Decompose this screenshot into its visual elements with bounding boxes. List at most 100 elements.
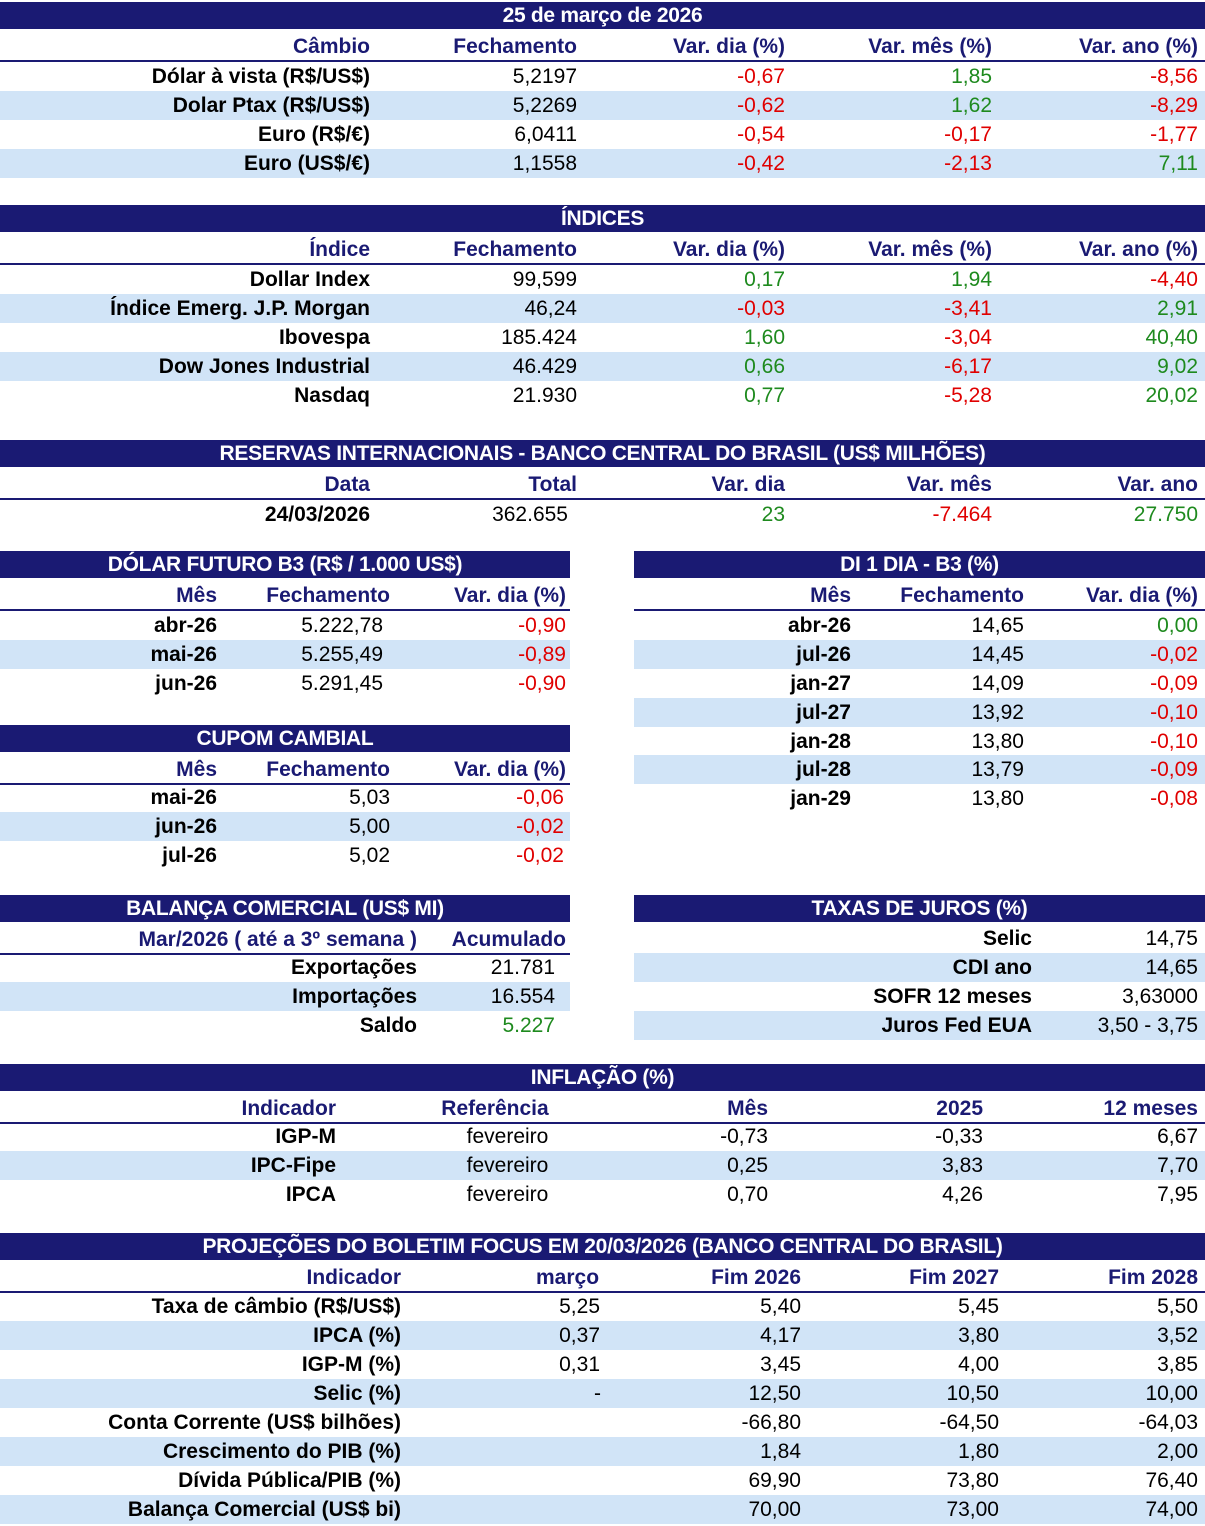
var-dia-value: -0,02	[1150, 643, 1198, 666]
var-mes-value: -3,04	[944, 326, 992, 349]
fechamento-value: 14,65	[971, 614, 1024, 637]
row-label: Taxa de câmbio (R$/US$)	[151, 1295, 401, 1318]
table-row: Dólar à vista (R$/US$) 5,2197 -0,67 1,85…	[0, 62, 1205, 91]
acumulado-value: 21.781	[490, 956, 555, 979]
fim-2028-value: -64,03	[1138, 1411, 1198, 1434]
cupom-title: CUPOM CAMBIAL	[0, 725, 570, 752]
dolar-futuro-section: DÓLAR FUTURO B3 (R$ / 1.000 US$) Mês Fec…	[0, 551, 570, 699]
table-row: IGP-M (%) 0,31 3,45 4,00 3,85	[0, 1350, 1205, 1379]
balanca-header: Mar/2026 ( até a 3º semana ) Acumulado	[0, 924, 570, 955]
mes-value: 0,70	[727, 1183, 768, 1206]
fim-2028-value: 2,00	[1157, 1440, 1198, 1463]
fechamento-value: 5.255,49	[301, 643, 383, 666]
cupom-header-var-dia: Var. dia (%)	[453, 758, 566, 781]
cambio-section: 25 de março de 2026 Câmbio Fechamento Va…	[0, 2, 1205, 178]
var-dia-value: -0,54	[737, 123, 785, 146]
cambio-header: Câmbio Fechamento Var. dia (%) Var. mês …	[0, 31, 1205, 62]
reservas-section: RESERVAS INTERNACIONAIS - BANCO CENTRAL …	[0, 440, 1205, 530]
reservas-total-value: 362.655	[492, 503, 568, 526]
table-row: jun-26 5,00 -0,02	[0, 812, 570, 841]
di-header-var-dia: Var. dia (%)	[1085, 584, 1198, 607]
var-ano-value: -4,40	[1150, 268, 1198, 291]
row-label: Exportações	[290, 956, 417, 979]
row-label: Balança Comercial (US$ bi)	[127, 1498, 401, 1521]
var-ano-value: 40,40	[1145, 326, 1198, 349]
fim-2026-value: 3,45	[760, 1353, 801, 1376]
fechamento-value: 14,09	[971, 672, 1024, 695]
table-row: Euro (R$/€) 6,0411 -0,54 -0,17 -1,77	[0, 120, 1205, 149]
reservas-header-total: Total	[528, 473, 577, 496]
cupom-header-mes: Mês	[176, 758, 217, 781]
fechamento-value: 5.222,78	[301, 614, 383, 637]
fim-2026-value: 70,00	[748, 1498, 801, 1521]
reservas-var-dia-value: 23	[761, 503, 785, 526]
var-dia-value: 0,00	[1157, 614, 1198, 637]
reservas-header-data: Data	[324, 473, 370, 496]
row-label: Dolar Ptax (R$/US$)	[172, 94, 370, 117]
mes-value: jan-29	[790, 787, 851, 810]
var-dia-value: -0,08	[1150, 787, 1198, 810]
dolar-futuro-header-mes: Mês	[176, 584, 217, 607]
var-mes-value: -0,17	[944, 123, 992, 146]
fechamento-value: 46,24	[524, 297, 577, 320]
mes-value: jan-28	[790, 730, 851, 753]
focus-header-fim-2026: Fim 2026	[711, 1266, 801, 1289]
var-mes-value: 1,85	[951, 65, 992, 88]
fim-2027-value: 1,80	[958, 1440, 999, 1463]
row-label: Índice Emerg. J.P. Morgan	[110, 297, 370, 320]
focus-title: PROJEÇÕES DO BOLETIM FOCUS EM 20/03/2026…	[0, 1233, 1205, 1260]
row-label: IGP-M (%)	[301, 1353, 401, 1376]
inflacao-section: INFLAÇÃO (%) Indicador Referência Mês 20…	[0, 1064, 1205, 1212]
doze-meses-value: 7,95	[1157, 1183, 1198, 1206]
referencia-value: fevereiro	[466, 1154, 549, 1177]
table-row: jan-29 13,80 -0,08	[634, 784, 1205, 813]
fechamento-value: 13,79	[971, 758, 1024, 781]
doze-meses-value: 6,67	[1157, 1125, 1198, 1148]
table-row: Balança Comercial (US$ bi) 70,00 73,00 7…	[0, 1495, 1205, 1524]
focus-header-marco: março	[535, 1266, 600, 1289]
fim-2027-value: 73,00	[946, 1498, 999, 1521]
var-dia-value: -0,90	[518, 614, 566, 637]
marco-value: 0,37	[559, 1324, 600, 1347]
table-row: Taxa de câmbio (R$/US$) 5,25 5,40 5,45 5…	[0, 1292, 1205, 1321]
table-row: CDI ano 14,65	[634, 953, 1205, 982]
var-dia-value: -0,09	[1150, 672, 1198, 695]
var-ano-value: 7,11	[1158, 152, 1198, 175]
fechamento-value: 21.930	[512, 384, 577, 407]
inflacao-header: Indicador Referência Mês 2025 12 meses	[0, 1093, 1205, 1124]
fechamento-value: 5,2269	[512, 94, 577, 117]
indices-header-label: Índice	[309, 238, 370, 261]
juros-section: TAXAS DE JUROS (%) Selic 14,75 CDI ano 1…	[634, 895, 1205, 1041]
fechamento-value: 5,02	[349, 844, 390, 867]
table-row: Saldo 5.227	[0, 1011, 570, 1040]
table-row: Dollar Index 99,599 0,17 1,94 -4,40	[0, 265, 1205, 294]
di-header-fechamento: Fechamento	[900, 584, 1024, 607]
referencia-value: fevereiro	[466, 1183, 549, 1206]
date-title: 25 de março de 2026	[0, 2, 1205, 29]
ano-value: 4,26	[942, 1183, 983, 1206]
table-row: abr-26 14,65 0,00	[634, 611, 1205, 640]
reservas-header-var-dia: Var. dia	[711, 473, 785, 496]
fim-2026-value: 69,90	[748, 1469, 801, 1492]
table-row: Exportações 21.781	[0, 953, 570, 982]
doze-meses-value: 7,70	[1157, 1154, 1198, 1177]
inflacao-header-2025: 2025	[936, 1097, 983, 1120]
table-row: Dolar Ptax (R$/US$) 5,2269 -0,62 1,62 -8…	[0, 91, 1205, 120]
var-ano-value: 2,91	[1157, 297, 1198, 320]
table-row: Selic 14,75	[634, 924, 1205, 953]
fim-2026-value: 4,17	[760, 1324, 801, 1347]
indices-header-var-mes: Var. mês (%)	[868, 238, 992, 261]
row-label: Dow Jones Industrial	[158, 355, 370, 378]
cambio-header-var-dia: Var. dia (%)	[672, 35, 785, 58]
acumulado-value: 5.227	[502, 1014, 555, 1037]
cambio-header-var-ano: Var. ano (%)	[1078, 35, 1198, 58]
row-label: Dólar à vista (R$/US$)	[151, 65, 370, 88]
row-label: Nasdaq	[294, 384, 370, 407]
var-ano-value: 20,02	[1145, 384, 1198, 407]
var-dia-value: -0,02	[516, 844, 564, 867]
var-dia-value: -0,10	[1150, 730, 1198, 753]
di-title: DI 1 DIA - B3 (%)	[634, 551, 1205, 578]
fechamento-value: 5.291,45	[301, 672, 383, 695]
var-dia-value: 1,60	[744, 326, 785, 349]
row-label: Euro (US$/€)	[243, 152, 370, 175]
